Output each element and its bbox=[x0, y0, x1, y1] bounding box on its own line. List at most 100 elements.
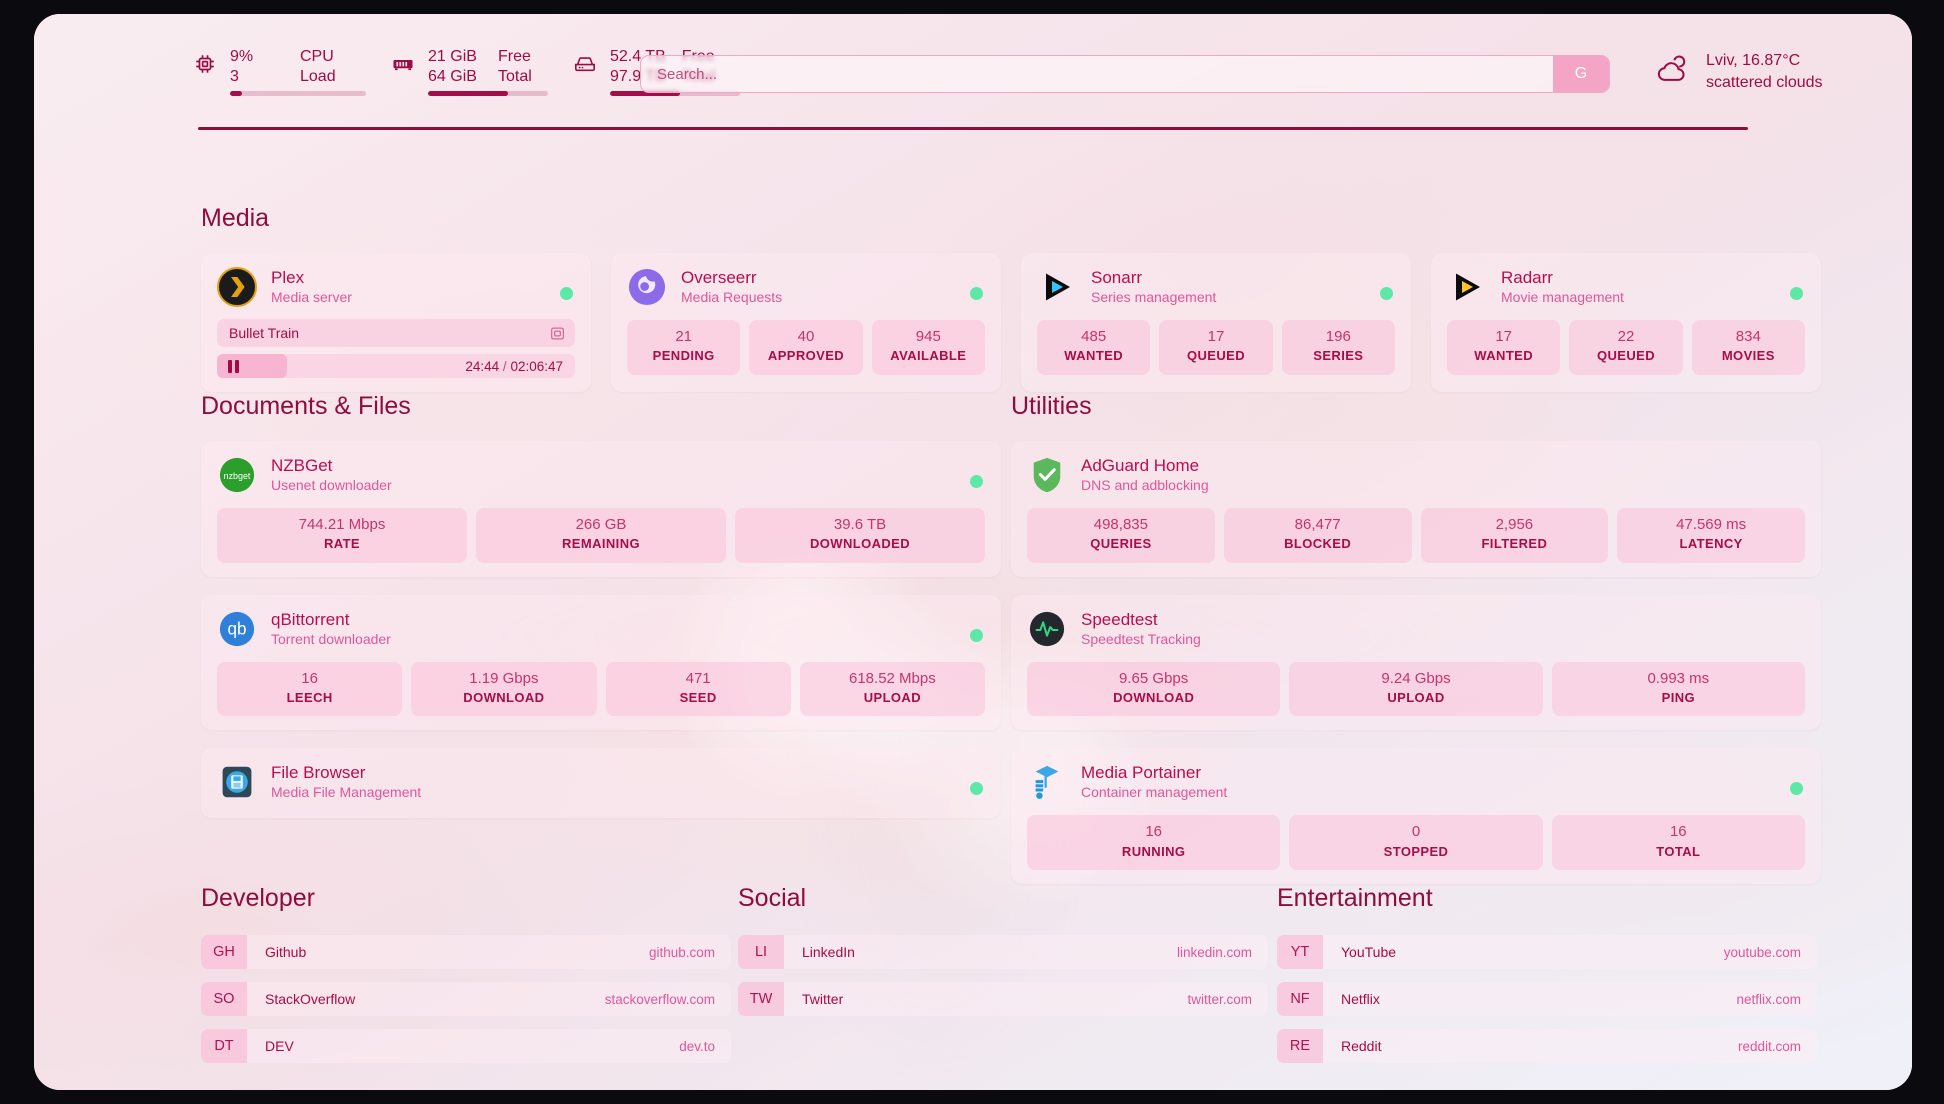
stat-value: 17 bbox=[1495, 328, 1512, 346]
svg-text:nzbget: nzbget bbox=[224, 471, 251, 481]
app-card-adguard-home[interactable]: AdGuard Home DNS and adblocking 498,835 … bbox=[1011, 441, 1821, 577]
cast-icon[interactable] bbox=[550, 326, 565, 341]
search-engine-button[interactable]: G bbox=[1553, 56, 1609, 92]
bookmark-item[interactable]: NF Netflix netflix.com bbox=[1277, 982, 1817, 1016]
stat-cpu-value: 9% bbox=[230, 48, 254, 65]
now-playing: Bullet Train bbox=[217, 319, 575, 379]
playback-progress-bar[interactable]: 24:44 / 02:06:47 bbox=[217, 354, 575, 379]
status-indicator bbox=[1790, 782, 1803, 796]
stat-box: 0 STOPPED bbox=[1289, 815, 1543, 870]
app-card-nzbget[interactable]: nzbget NZBGet Usenet downloader 744.21 M… bbox=[201, 441, 1001, 577]
stat-label: QUEUED bbox=[1186, 348, 1245, 364]
stat-value: 21 bbox=[675, 328, 692, 346]
stat-box: 17 QUEUED bbox=[1159, 320, 1273, 375]
bookmark-url: netflix.com bbox=[1736, 991, 1801, 1007]
app-card-qbittorrent[interactable]: qb qBittorrent Torrent downloader 16 LEE… bbox=[201, 594, 1001, 731]
background-overlay bbox=[34, 14, 1912, 1090]
bookmark-name: YouTube bbox=[1341, 944, 1397, 960]
stat-label: APPROVED bbox=[767, 348, 845, 364]
stat-label: MOVIES bbox=[1721, 348, 1775, 364]
app-card-sonarr[interactable]: Sonarr Series management 485 WANTED 17 Q… bbox=[1021, 253, 1411, 393]
stat-box: 834 MOVIES bbox=[1691, 320, 1805, 375]
app-card-radarr[interactable]: Radarr Movie management 17 WANTED 22 QUE… bbox=[1431, 253, 1821, 393]
portainer-icon bbox=[1027, 762, 1067, 802]
pause-icon[interactable] bbox=[228, 359, 239, 373]
stat-label: WANTED bbox=[1474, 348, 1534, 364]
app-subtitle: Series management bbox=[1091, 289, 1217, 306]
bookmark-name: Github bbox=[265, 944, 307, 960]
bookmark-name: Twitter bbox=[802, 991, 844, 1007]
app-subtitle: Media server bbox=[271, 289, 352, 306]
ram-icon bbox=[388, 47, 418, 81]
sonarr-icon bbox=[1037, 267, 1077, 307]
stat-disk-bar bbox=[610, 91, 740, 97]
app-subtitle: Movie management bbox=[1501, 289, 1624, 306]
bookmark-abbr: LI bbox=[738, 935, 784, 969]
stat-label: DOWNLOADED bbox=[809, 536, 911, 552]
status-indicator bbox=[970, 475, 983, 488]
stat-label: PING bbox=[1661, 689, 1696, 705]
app-name: Overseerr bbox=[681, 268, 757, 287]
app-card-overseerr[interactable]: Overseerr Media Requests 21 PENDING 40 A… bbox=[611, 253, 1001, 393]
bookmark-item[interactable]: TW Twitter twitter.com bbox=[738, 982, 1268, 1016]
bookmark-item[interactable]: DT DEV dev.to bbox=[201, 1029, 731, 1063]
svg-text:qb: qb bbox=[227, 619, 246, 638]
app-card-file-browser[interactable]: File Browser Media File Management bbox=[201, 748, 1001, 819]
app-name: NZBGet bbox=[271, 456, 333, 475]
stat-value: 16 bbox=[1669, 823, 1687, 841]
bookmark-group-entertainment: Entertainment YT YouTube youtube.com NF … bbox=[1277, 884, 1817, 1076]
plex-icon bbox=[217, 267, 257, 308]
stat-box: 196 SERIES bbox=[1281, 320, 1395, 375]
documents-section: Documents & Files nzbget NZBGet Usenet d… bbox=[201, 392, 1001, 819]
app-name: Speedtest bbox=[1081, 609, 1158, 629]
stat-value: 22 bbox=[1617, 328, 1635, 346]
stat-label: RATE bbox=[323, 536, 361, 552]
stat-value: 39.6 TB bbox=[833, 516, 887, 534]
app-card-plex[interactable]: Plex Media server Bullet Train bbox=[201, 253, 591, 393]
bookmark-item[interactable]: LI LinkedIn linkedin.com bbox=[738, 935, 1268, 969]
stat-box: 47.569 ms LATENCY bbox=[1617, 508, 1805, 563]
weather-widget[interactable]: Lviv, 16.87°C scattered clouds bbox=[1654, 50, 1823, 95]
stat-box: 945 AVAILABLE bbox=[871, 320, 985, 375]
app-subtitle: Media File Management bbox=[271, 784, 422, 801]
bookmark-group-developer: Developer GH Github github.com SO StackO… bbox=[201, 884, 731, 1076]
stat-value: 9.24 Gbps bbox=[1381, 669, 1451, 687]
app-subtitle: Speedtest Tracking bbox=[1081, 630, 1201, 647]
app-card-speedtest[interactable]: Speedtest Speedtest Tracking 9.65 Gbps D… bbox=[1011, 594, 1821, 731]
utilities-section-title: Utilities bbox=[1011, 392, 1092, 420]
stat-box: 485 WANTED bbox=[1037, 320, 1151, 375]
app-name: Media Portainer bbox=[1081, 763, 1202, 783]
search-bar[interactable]: G bbox=[640, 55, 1610, 93]
bookmark-abbr: YT bbox=[1277, 935, 1323, 969]
stat-box: 86,477 BLOCKED bbox=[1223, 508, 1412, 563]
app-stats: 744.21 Mbps RATE 266 GB REMAINING 39.6 T… bbox=[217, 508, 985, 563]
playback-time: 24:44 / 02:06:47 bbox=[465, 358, 563, 374]
header-bar: 9% CPU 3 Load bbox=[34, 14, 1912, 132]
bookmark-url: github.com bbox=[648, 944, 715, 960]
stat-value: 2,956 bbox=[1495, 516, 1534, 534]
bookmark-abbr: DT bbox=[201, 1029, 247, 1063]
bookmark-item[interactable]: YT YouTube youtube.com bbox=[1277, 935, 1817, 969]
stat-label: PENDING bbox=[652, 348, 715, 364]
speedtest-icon bbox=[1027, 609, 1067, 649]
app-stats: 485 WANTED 17 QUEUED 196 SERIES bbox=[1037, 320, 1395, 375]
stat-memory-total: 64 GiB bbox=[428, 67, 477, 85]
bookmark-url: linkedin.com bbox=[1176, 944, 1252, 960]
bookmark-item[interactable]: RE Reddit reddit.com bbox=[1277, 1029, 1817, 1063]
stat-label: AVAILABLE bbox=[890, 348, 967, 364]
app-subtitle: Container management bbox=[1081, 784, 1228, 801]
app-subtitle: Usenet downloader bbox=[271, 477, 392, 494]
stat-box: 16 TOTAL bbox=[1551, 815, 1805, 870]
stat-label: DOWNLOAD bbox=[1113, 689, 1195, 705]
stat-label: REMAINING bbox=[562, 536, 640, 552]
status-indicator bbox=[970, 782, 983, 796]
search-input[interactable] bbox=[641, 56, 1553, 92]
bookmark-group-social: Social LI LinkedIn linkedin.com TW Twitt… bbox=[738, 884, 1268, 1029]
bookmark-group-title: Developer bbox=[201, 884, 315, 912]
status-indicator bbox=[560, 287, 573, 300]
bookmark-item[interactable]: SO StackOverflow stackoverflow.com bbox=[201, 982, 731, 1016]
bookmark-item[interactable]: GH Github github.com bbox=[201, 935, 731, 969]
status-indicator bbox=[970, 287, 983, 300]
stat-value: 485 bbox=[1081, 328, 1107, 346]
app-card-media-portainer[interactable]: Media Portainer Container management 16 … bbox=[1011, 748, 1821, 884]
